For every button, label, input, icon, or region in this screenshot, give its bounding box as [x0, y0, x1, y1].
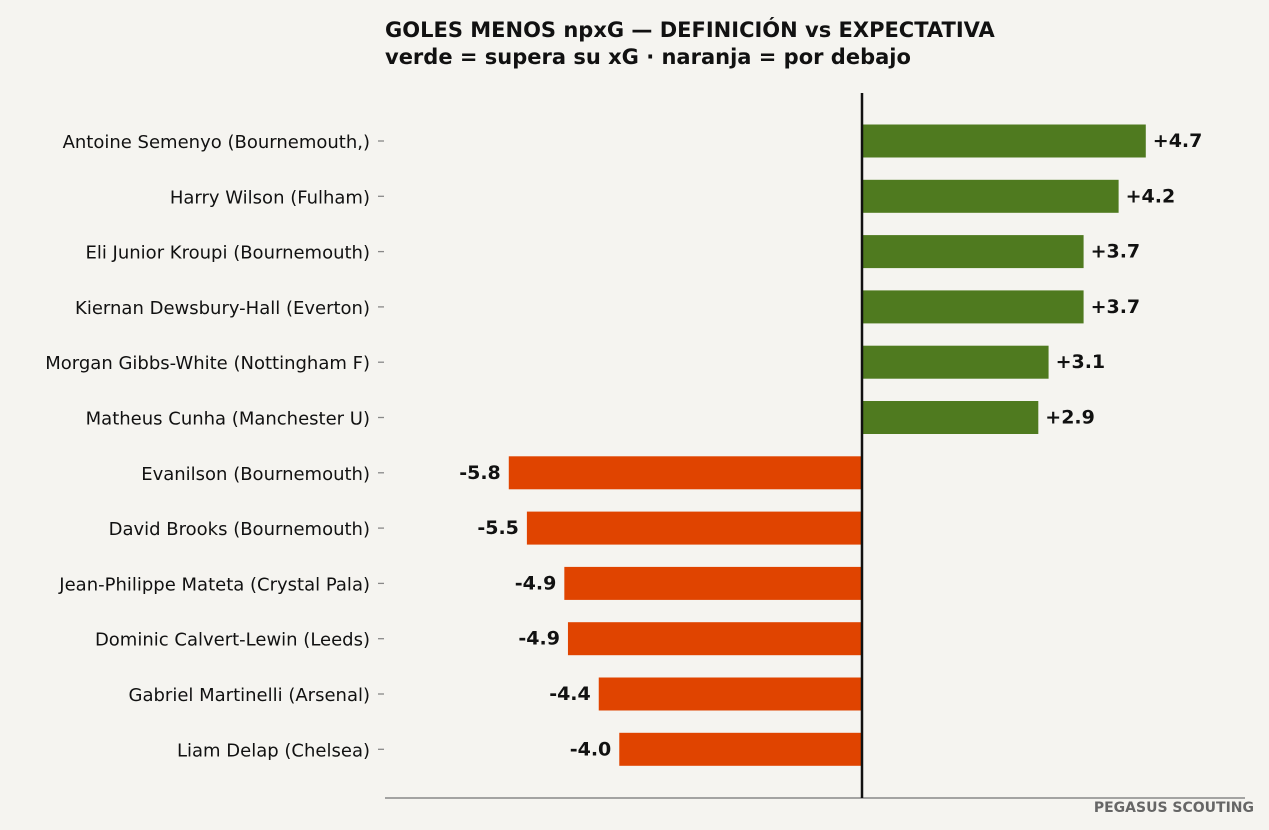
- category-label: Gabriel Martinelli (Arsenal): [129, 685, 370, 706]
- value-label: -4.4: [549, 683, 591, 705]
- category-label: Liam Delap (Chelsea): [177, 740, 370, 761]
- bar: [862, 290, 1084, 324]
- category-label: Eli Junior Kroupi (Bournemouth): [85, 243, 370, 264]
- credit-label: PEGASUS SCOUTING: [1094, 800, 1254, 816]
- bar: [567, 622, 862, 656]
- category-label: Dominic Calvert-Lewin (Leeds): [95, 630, 370, 651]
- bar: [564, 566, 862, 600]
- value-label: -4.0: [570, 738, 612, 760]
- chart-title: GOLES MENOS npxG — DEFINICIÓN vs EXPECTA…: [385, 17, 995, 42]
- labels-layer: Antoine Semenyo (Bournemouth,) +4.7 Harry …: [45, 130, 1202, 761]
- value-label: +3.7: [1091, 241, 1141, 263]
- bar: [862, 179, 1119, 213]
- category-label: Matheus Cunha (Manchester U): [86, 409, 370, 430]
- value-label: -4.9: [518, 628, 560, 650]
- chart-subtitle: verde = supera su xG · naranja = por deb…: [385, 45, 911, 69]
- value-label: +3.7: [1091, 296, 1141, 318]
- bar: [526, 511, 862, 545]
- category-label: Jean-Philippe Mateta (Crystal Pala): [58, 574, 370, 595]
- category-label: Antoine Semenyo (Bournemouth,): [63, 132, 370, 153]
- value-label: +4.2: [1126, 185, 1176, 207]
- bar: [619, 732, 862, 766]
- value-label: -5.8: [459, 462, 501, 484]
- bar: [862, 124, 1146, 158]
- bar: [598, 677, 862, 711]
- category-label: Evanilson (Bournemouth): [141, 464, 370, 485]
- value-label: -4.9: [515, 572, 557, 594]
- bar: [862, 345, 1049, 379]
- value-label: +4.7: [1153, 130, 1203, 152]
- category-label: David Brooks (Bournemouth): [109, 519, 370, 540]
- value-label: +2.9: [1045, 407, 1095, 429]
- value-label: -5.5: [477, 517, 519, 539]
- category-label: Kiernan Dewsbury-Hall (Everton): [75, 298, 370, 319]
- value-label: +3.1: [1056, 351, 1106, 373]
- bar: [508, 456, 862, 490]
- bars-layer: [508, 124, 1146, 766]
- category-label: Harry Wilson (Fulham): [170, 187, 370, 208]
- bar: [862, 235, 1084, 269]
- category-label: Morgan Gibbs-White (Nottingham F): [45, 353, 370, 374]
- bar: [862, 401, 1039, 434]
